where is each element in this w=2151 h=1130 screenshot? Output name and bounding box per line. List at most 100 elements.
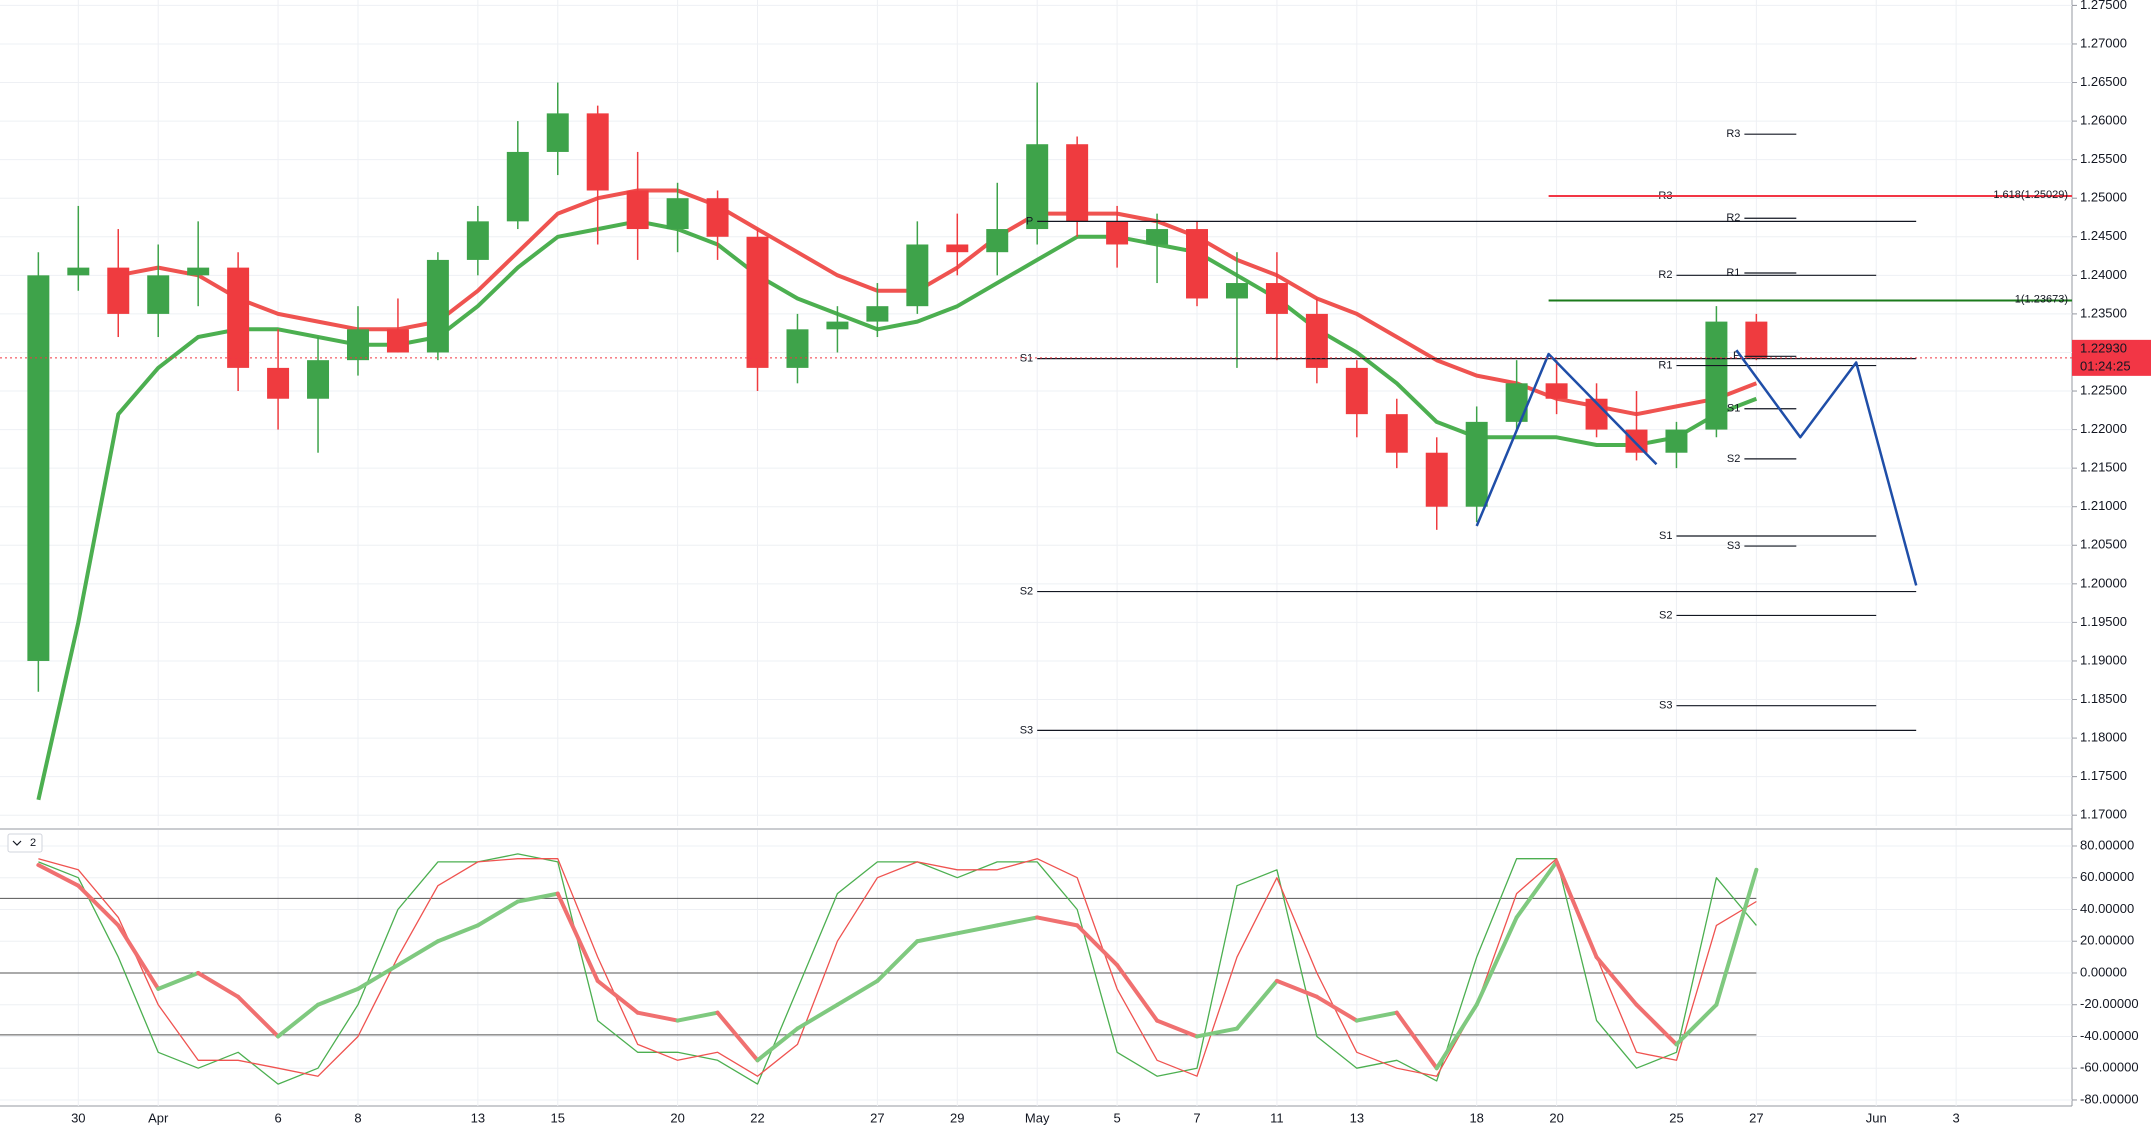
y-tick-label: 0.00000 (2080, 964, 2127, 979)
oscillator-main (156, 970, 201, 991)
pivot-label: R1 (1726, 267, 1740, 279)
oscillator-main (475, 899, 520, 928)
pane-label-box[interactable] (7, 833, 43, 853)
oscillator-main (1474, 915, 1519, 1007)
y-tick-label: 1.22000 (2080, 421, 2127, 436)
candle-body (386, 329, 409, 353)
oscillator-main (915, 931, 960, 944)
y-tick-label: 1.24500 (2080, 228, 2127, 243)
candle-body (1745, 321, 1768, 358)
candle-body (666, 198, 689, 230)
x-tick-label: 5 (1113, 1110, 1120, 1125)
candle-body (866, 306, 889, 322)
oscillator-main (1234, 978, 1279, 1031)
candle-body (1305, 313, 1328, 368)
y-tick-label: 1.26000 (2080, 113, 2127, 128)
oscillator-main (955, 923, 1000, 936)
y-tick-label: 60.00000 (2080, 869, 2134, 884)
pivot-label: S2 (1727, 453, 1740, 465)
candle-body (546, 113, 569, 152)
candle-body (626, 190, 649, 230)
pivot-label: S2 (1659, 609, 1672, 621)
y-tick-label: 1.26500 (2080, 74, 2127, 89)
pivot-label: R1 (1658, 359, 1672, 371)
last-price-label: 1.22930 (2080, 340, 2127, 355)
candle-body (426, 259, 449, 353)
y-tick-label: 1.25500 (2080, 151, 2127, 166)
x-tick-label: 18 (1469, 1110, 1483, 1125)
pivot-label: S3 (1659, 700, 1672, 712)
candle-body (1146, 229, 1169, 245)
y-tick-label: 1.22500 (2080, 382, 2127, 397)
y-tick-label: 1.19000 (2080, 652, 2127, 667)
candle-body (147, 275, 170, 314)
oscillator-main (435, 923, 480, 944)
y-tick-label: 1.19500 (2080, 614, 2127, 629)
y-tick-label: 1.24000 (2080, 267, 2127, 282)
candle-body (1265, 283, 1288, 314)
candle-body (746, 236, 769, 368)
oscillator-main (395, 939, 440, 968)
oscillator-main (715, 1010, 760, 1063)
oscillator-main (1354, 1010, 1399, 1023)
oscillator-main (36, 863, 81, 888)
oscillator-main (755, 1026, 800, 1063)
pivot-label: S2 (1020, 585, 1033, 597)
candle-body (986, 229, 1009, 253)
candle-body (1026, 144, 1049, 230)
oscillator-main (1594, 955, 1639, 1007)
y-tick-label: -20.00000 (2080, 996, 2139, 1011)
x-tick-label: 7 (1193, 1110, 1200, 1125)
oscillator-main (196, 970, 241, 999)
oscillator-main (515, 891, 560, 904)
pivot-label: R3 (1726, 128, 1740, 140)
x-tick-label: 20 (1549, 1110, 1563, 1125)
pivot-label: P (1026, 215, 1033, 227)
pivot-label: S3 (1020, 724, 1033, 736)
oscillator-main (355, 963, 400, 991)
candle-body (906, 244, 929, 307)
x-tick-label: 15 (551, 1110, 565, 1125)
oscillator-main (595, 978, 640, 1015)
candle-body (1545, 383, 1568, 399)
x-tick-label: 27 (870, 1110, 884, 1125)
candle-body (1505, 383, 1528, 422)
y-tick-label: 80.00000 (2080, 837, 2134, 852)
x-tick-label: 6 (274, 1110, 281, 1125)
oscillator-main (635, 1010, 680, 1023)
x-tick-label: 20 (670, 1110, 684, 1125)
collapse-icon[interactable] (12, 840, 22, 846)
pivot-label: P (1733, 350, 1740, 362)
oscillator-line (38, 853, 1757, 1085)
oscillator-main (795, 1002, 840, 1031)
y-tick-label: 20.00000 (2080, 933, 2134, 948)
candle-body (586, 113, 609, 191)
pivot-label: R2 (1658, 269, 1672, 281)
y-tick-label: 1.27000 (2080, 35, 2127, 50)
oscillator-main (835, 978, 880, 1007)
oscillator-main (116, 923, 161, 991)
x-tick-label: May (1025, 1110, 1050, 1125)
y-tick-label: 1.27500 (2080, 0, 2127, 12)
x-tick-label: Apr (148, 1110, 169, 1125)
y-tick-label: 1.17000 (2080, 807, 2127, 822)
moving-average (117, 188, 1758, 417)
oscillator-main (995, 915, 1040, 928)
candle-body (107, 267, 130, 314)
x-tick-label: 30 (71, 1110, 85, 1125)
x-tick-label: 22 (750, 1110, 764, 1125)
oscillator-main (1115, 963, 1160, 1023)
candle-body (1425, 452, 1448, 507)
oscillator-main (555, 891, 600, 983)
oscillator-main (1434, 1002, 1479, 1071)
oscillator-main (1274, 978, 1319, 999)
y-tick-label: 1.20500 (2080, 537, 2127, 552)
oscillator-main (1155, 1018, 1200, 1039)
x-tick-label: 27 (1749, 1110, 1763, 1125)
x-tick-label: 13 (1350, 1110, 1364, 1125)
oscillator-main (1514, 859, 1559, 920)
y-tick-label: 1.21000 (2080, 498, 2127, 513)
oscillator-main (1035, 915, 1080, 928)
